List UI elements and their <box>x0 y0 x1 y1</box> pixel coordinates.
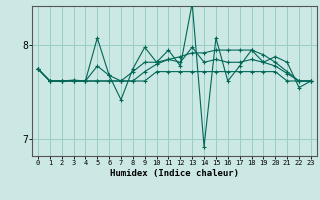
X-axis label: Humidex (Indice chaleur): Humidex (Indice chaleur) <box>110 169 239 178</box>
